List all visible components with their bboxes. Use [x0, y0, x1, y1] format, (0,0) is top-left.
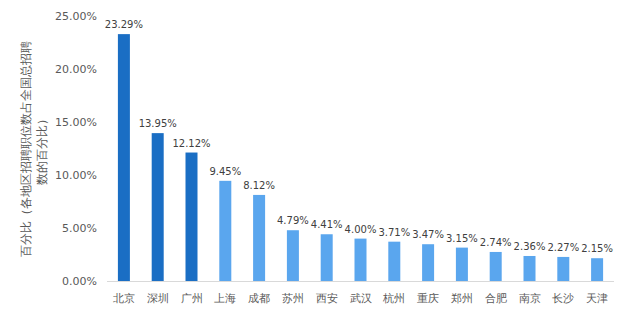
bar: [456, 248, 468, 281]
data-label: 3.15%: [446, 233, 478, 244]
data-label: 2.27%: [547, 242, 579, 253]
x-tick-label: 郑州: [451, 292, 473, 305]
x-tick-label: 武汉: [350, 292, 372, 305]
x-tick-label: 成都: [248, 292, 270, 305]
x-tick-label: 苏州: [282, 292, 304, 305]
y-tick-label: 15.00%: [55, 116, 97, 129]
x-tick-label: 北京: [113, 292, 135, 305]
bar: [591, 258, 603, 281]
y-tick-label: 10.00%: [55, 169, 97, 182]
bar: [524, 256, 536, 281]
bar: [287, 230, 299, 281]
x-tick-label: 南京: [519, 292, 541, 305]
x-axis-line: [107, 281, 614, 282]
bar: [118, 34, 130, 281]
bar: [219, 181, 231, 281]
data-label: 3.71%: [378, 227, 410, 238]
x-tick-label: 广州: [181, 292, 203, 305]
x-tick-label: 长沙: [552, 292, 574, 305]
y-tick-label: 0.00%: [62, 275, 97, 288]
bar: [388, 242, 400, 281]
x-tick-label: 杭州: [382, 292, 405, 305]
bar: [490, 252, 502, 281]
data-label: 3.47%: [412, 229, 444, 240]
bars: [118, 34, 603, 281]
bar: [253, 195, 265, 281]
bar: [186, 153, 198, 281]
x-tick-label: 上海: [214, 292, 236, 305]
x-tick-label: 重庆: [417, 292, 439, 305]
chart: 0.00% 5.00% 10.00% 15.00% 20.00% 25.00% 23.29%…: [0, 0, 631, 322]
data-label: 12.12%: [172, 138, 210, 149]
y-tick-label: 25.00%: [55, 10, 97, 23]
bar: [422, 244, 434, 281]
data-label: 4.00%: [345, 224, 377, 235]
data-label: 8.12%: [243, 180, 275, 191]
data-label: 2.36%: [514, 241, 546, 252]
bar: [557, 257, 569, 281]
y-tick-label: 5.00%: [62, 222, 97, 235]
data-label: 13.95%: [139, 118, 177, 129]
bar: [321, 234, 333, 281]
data-label: 4.41%: [311, 219, 343, 230]
bar: [152, 133, 164, 281]
x-tick-label: 深圳: [147, 292, 169, 305]
y-tick-label: 20.00%: [55, 63, 97, 76]
bar: [355, 239, 367, 281]
y-axis-label: 百分比（各地区招聘职位数占全国总招聘数的百分比）: [19, 41, 49, 257]
data-label: 9.45%: [209, 166, 241, 177]
data-label: 23.29%: [105, 19, 143, 30]
x-tick-label: 西安: [316, 292, 338, 305]
data-label: 4.79%: [277, 215, 309, 226]
x-tick-label: 合肥: [485, 292, 507, 305]
x-tick-label: 天津: [586, 292, 608, 305]
data-label: 2.15%: [581, 243, 613, 254]
data-label: 2.74%: [480, 237, 512, 248]
